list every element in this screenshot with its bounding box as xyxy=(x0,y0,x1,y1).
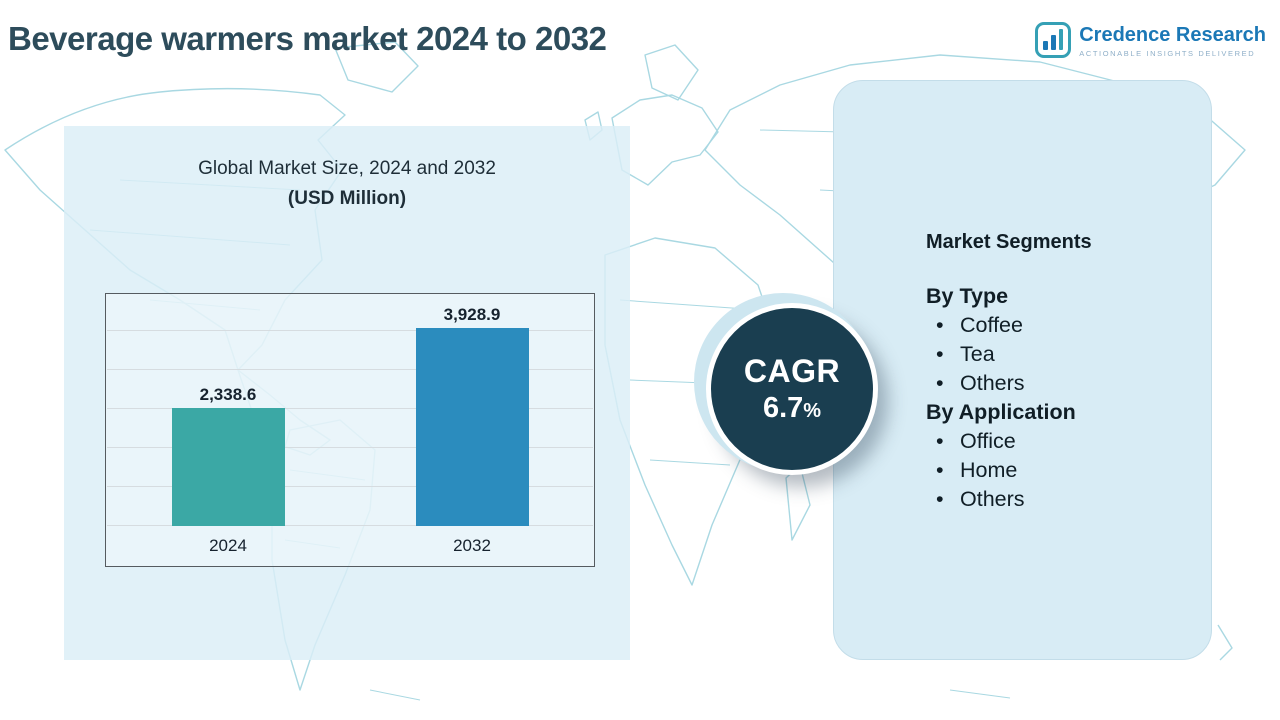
bar-group-2032: 3,928.9 xyxy=(350,304,594,526)
segment-item-label: Home xyxy=(960,458,1018,482)
bullet-icon: • xyxy=(936,458,944,482)
category-label: 2032 xyxy=(453,536,491,555)
bullet-icon: • xyxy=(936,371,944,395)
chart-category-axis: 2024 2032 xyxy=(106,536,594,556)
chart-subtitle: (USD Million) xyxy=(287,188,407,209)
credence-logo: Credence Research Actionable Insights De… xyxy=(1035,22,1266,58)
segments-content: Market Segments By Type • Coffee • Tea •… xyxy=(926,231,1186,514)
page-title: Beverage warmers market 2024 to 2032 xyxy=(8,20,607,57)
segment-item-label: Others xyxy=(960,487,1025,511)
cagr-value: 6.7% xyxy=(763,392,821,425)
segments-title: Market Segments xyxy=(926,231,1092,253)
segment-item-label: Tea xyxy=(960,342,995,366)
chart-title-block: Global Market Size, 2024 and 2032 (USD M… xyxy=(64,158,630,210)
market-segments-panel: Market Segments By Type • Coffee • Tea •… xyxy=(833,80,1212,660)
bullet-icon: • xyxy=(936,487,944,511)
bar xyxy=(171,408,285,526)
cagr-badge: CAGR 6.7% xyxy=(706,303,878,475)
bullet-icon: • xyxy=(936,429,944,453)
logo-bar xyxy=(1050,35,1056,50)
segment-item-label: Coffee xyxy=(960,313,1023,337)
chart-title: Global Market Size, 2024 and 2032 xyxy=(198,158,496,179)
segment-item: • Others xyxy=(926,369,1186,398)
segment-item: • Tea xyxy=(926,340,1186,369)
bar-value-label: 3,928.9 xyxy=(443,305,501,324)
cagr-label: CAGR xyxy=(743,352,841,389)
logo-bar xyxy=(1058,29,1064,50)
cagr-unit: % xyxy=(803,399,822,422)
segment-group-heading: By Type xyxy=(926,284,1009,308)
logo-bar-chart-icon xyxy=(1035,22,1072,58)
bar xyxy=(415,328,529,526)
bullet-icon: • xyxy=(936,313,944,337)
logo-name: Credence Research xyxy=(1079,24,1266,46)
segment-item-label: Others xyxy=(960,371,1025,395)
bar-chart: 2,338.6 3,928.9 2024 2032 xyxy=(105,293,595,567)
segment-item: • Home xyxy=(926,456,1186,485)
bar-value-label: 2,338.6 xyxy=(199,385,257,404)
chart-plot-area: 2,338.6 3,928.9 xyxy=(106,304,594,526)
cagr-number: 6.7 xyxy=(762,391,804,424)
segment-item: • Office xyxy=(926,427,1186,456)
segment-item-label: Office xyxy=(960,429,1016,453)
category-label: 2024 xyxy=(209,536,247,555)
bar-group-2024: 2,338.6 xyxy=(106,304,350,526)
segment-item: • Coffee xyxy=(926,311,1186,340)
segment-group-heading: By Application xyxy=(926,400,1076,424)
logo-tagline: Actionable Insights Delivered xyxy=(1079,49,1256,58)
logo-text: Credence Research Actionable Insights De… xyxy=(1079,22,1266,58)
segment-item: • Others xyxy=(926,485,1186,514)
bullet-icon: • xyxy=(936,342,944,366)
logo-bar xyxy=(1043,41,1048,50)
